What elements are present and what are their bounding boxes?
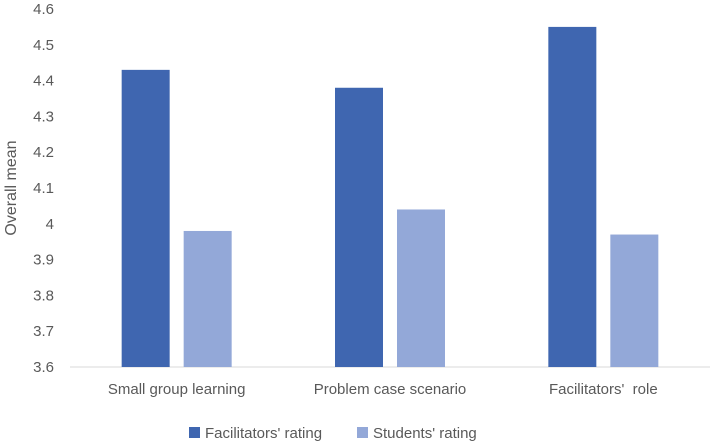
legend-swatch-facilitators — [189, 427, 200, 438]
bar-facilitators-1 — [335, 87, 383, 367]
bars — [121, 26, 659, 368]
y-tick-label: 4 — [46, 216, 54, 233]
y-tick-label: 3.7 — [33, 323, 54, 340]
y-tick-label: 4.2 — [33, 144, 54, 161]
legend: Facilitators' rating Students' rating — [189, 425, 477, 442]
y-tick-label: 4.4 — [33, 73, 54, 90]
y-tick-label: 3.9 — [33, 252, 54, 269]
legend-label-students: Students' rating — [373, 425, 477, 442]
legend-label-facilitators: Facilitators' rating — [205, 425, 322, 442]
y-axis-title: Overall mean — [3, 140, 20, 235]
x-tick-label: Facilitators' role — [549, 381, 658, 398]
y-tick-label: 4.5 — [33, 37, 54, 54]
bar-facilitators-0 — [121, 69, 170, 368]
x-tick-label: Small group learning — [108, 381, 246, 398]
bar-facilitators-2 — [548, 26, 597, 368]
y-axis-title-group: Overall mean — [3, 140, 20, 235]
x-tick-label: Problem case scenario — [314, 381, 467, 398]
y-tick-label: 4.3 — [33, 108, 54, 125]
x-axis-ticks: Small group learning Problem case scenari… — [108, 381, 658, 398]
y-axis-ticks: 3.6 3.7 3.8 3.9 4 4.1 4.2 4.3 4.4 4.5 4.6 — [33, 1, 54, 376]
bar-students-1 — [397, 209, 445, 367]
legend-swatch-students — [357, 427, 368, 438]
y-tick-label: 4.6 — [33, 1, 54, 18]
y-tick-label: 3.6 — [33, 359, 54, 376]
bar-students-0 — [183, 230, 232, 367]
y-tick-label: 4.1 — [33, 180, 54, 197]
bar-students-2 — [610, 234, 659, 367]
y-tick-label: 3.8 — [33, 287, 54, 304]
